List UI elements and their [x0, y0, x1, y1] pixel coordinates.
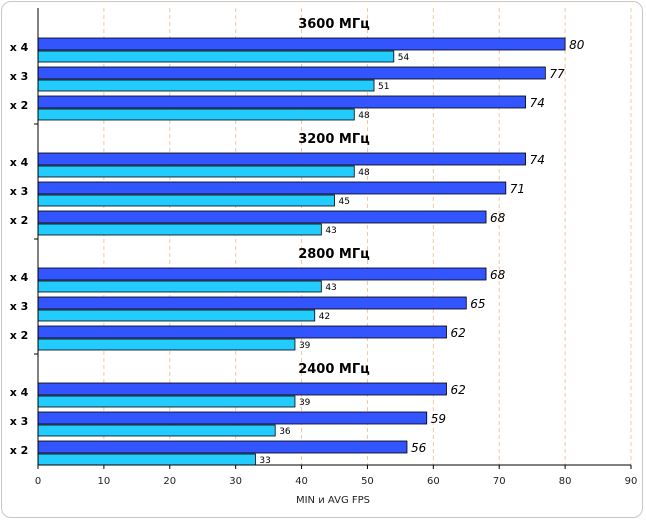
- group-title: 3600 МГц: [298, 17, 370, 32]
- category-label: x 2: [10, 214, 29, 227]
- avg-bar: [37, 37, 566, 51]
- category-label: x 4: [10, 156, 29, 169]
- avg-bar: [37, 152, 526, 166]
- min-value-label: 39: [299, 341, 311, 351]
- min-bar: [37, 165, 355, 178]
- avg-value-label: 77: [549, 67, 565, 81]
- min-bar: [37, 338, 296, 351]
- min-bar: [37, 395, 296, 408]
- x-tick-label: 50: [361, 476, 374, 487]
- min-value-label: 42: [319, 312, 330, 322]
- min-bar: [37, 280, 322, 293]
- avg-value-label: 68: [490, 268, 506, 282]
- x-axis-title: MIN и AVG FPS: [296, 495, 370, 506]
- avg-bar: [37, 267, 487, 281]
- x-tick-label: 90: [625, 476, 638, 487]
- axes: 0 10 20 30 40 50 60 70 80 90: [34, 8, 637, 487]
- bars: 3600 МГц x 4 80 54 x 3 77 51 x 2 74 48 3200 МГц x 4…: [10, 17, 585, 466]
- avg-bar: [37, 411, 428, 425]
- category-label: x 3: [10, 185, 29, 198]
- avg-value-label: 62: [451, 383, 466, 397]
- category-label: x 3: [10, 415, 29, 428]
- avg-value-label: 68: [490, 211, 506, 225]
- group-title: 3200 МГц: [298, 132, 370, 147]
- avg-bar: [37, 66, 546, 80]
- min-bar: [37, 50, 395, 63]
- avg-value-label: 71: [510, 182, 525, 196]
- min-bar: [37, 453, 256, 466]
- min-value-label: 51: [378, 82, 389, 92]
- avg-value-label: 80: [569, 38, 585, 52]
- avg-bar: [37, 382, 447, 396]
- group-title: 2800 МГц: [298, 247, 370, 262]
- avg-value-label: 62: [451, 326, 466, 340]
- min-value-label: 54: [398, 53, 410, 63]
- min-value-label: 45: [339, 197, 350, 207]
- avg-bar: [37, 210, 487, 224]
- category-label: x 3: [10, 70, 29, 83]
- min-value-label: 33: [259, 456, 270, 466]
- x-tick-label: 0: [35, 476, 41, 487]
- category-label: x 2: [10, 444, 29, 457]
- avg-bar: [37, 440, 408, 454]
- category-label: x 2: [10, 99, 29, 112]
- min-value-label: 48: [358, 168, 370, 178]
- x-tick-label: 10: [98, 476, 111, 487]
- min-value-label: 39: [299, 398, 311, 408]
- x-tick-label: 60: [427, 476, 440, 487]
- x-tick-label: 30: [229, 476, 242, 487]
- min-bar: [37, 424, 276, 437]
- avg-value-label: 59: [431, 412, 446, 426]
- avg-value-label: 56: [411, 441, 427, 455]
- x-tick-label: 20: [163, 476, 176, 487]
- x-tick-label: 70: [493, 476, 506, 487]
- category-label: x 4: [10, 386, 29, 399]
- min-bar: [37, 309, 316, 322]
- category-label: x 4: [10, 271, 29, 284]
- x-tick-label: 40: [295, 476, 308, 487]
- avg-value-label: 74: [530, 96, 545, 110]
- avg-bar: [37, 325, 447, 339]
- min-value-label: 43: [325, 226, 336, 236]
- x-tick-label: 80: [559, 476, 572, 487]
- avg-bar: [37, 296, 467, 310]
- min-bar: [37, 108, 355, 121]
- min-bar: [37, 223, 322, 236]
- category-label: x 4: [10, 41, 29, 54]
- category-label: x 2: [10, 329, 29, 342]
- min-bar: [37, 194, 335, 207]
- avg-bar: [37, 95, 526, 109]
- min-value-label: 36: [279, 427, 291, 437]
- min-bar: [37, 79, 375, 92]
- category-label: x 3: [10, 300, 29, 313]
- group-title: 2400 МГц: [298, 362, 370, 377]
- avg-bar: [37, 181, 507, 195]
- min-value-label: 48: [358, 111, 370, 121]
- avg-value-label: 65: [470, 297, 485, 311]
- min-value-label: 43: [325, 283, 336, 293]
- avg-value-label: 74: [530, 153, 545, 167]
